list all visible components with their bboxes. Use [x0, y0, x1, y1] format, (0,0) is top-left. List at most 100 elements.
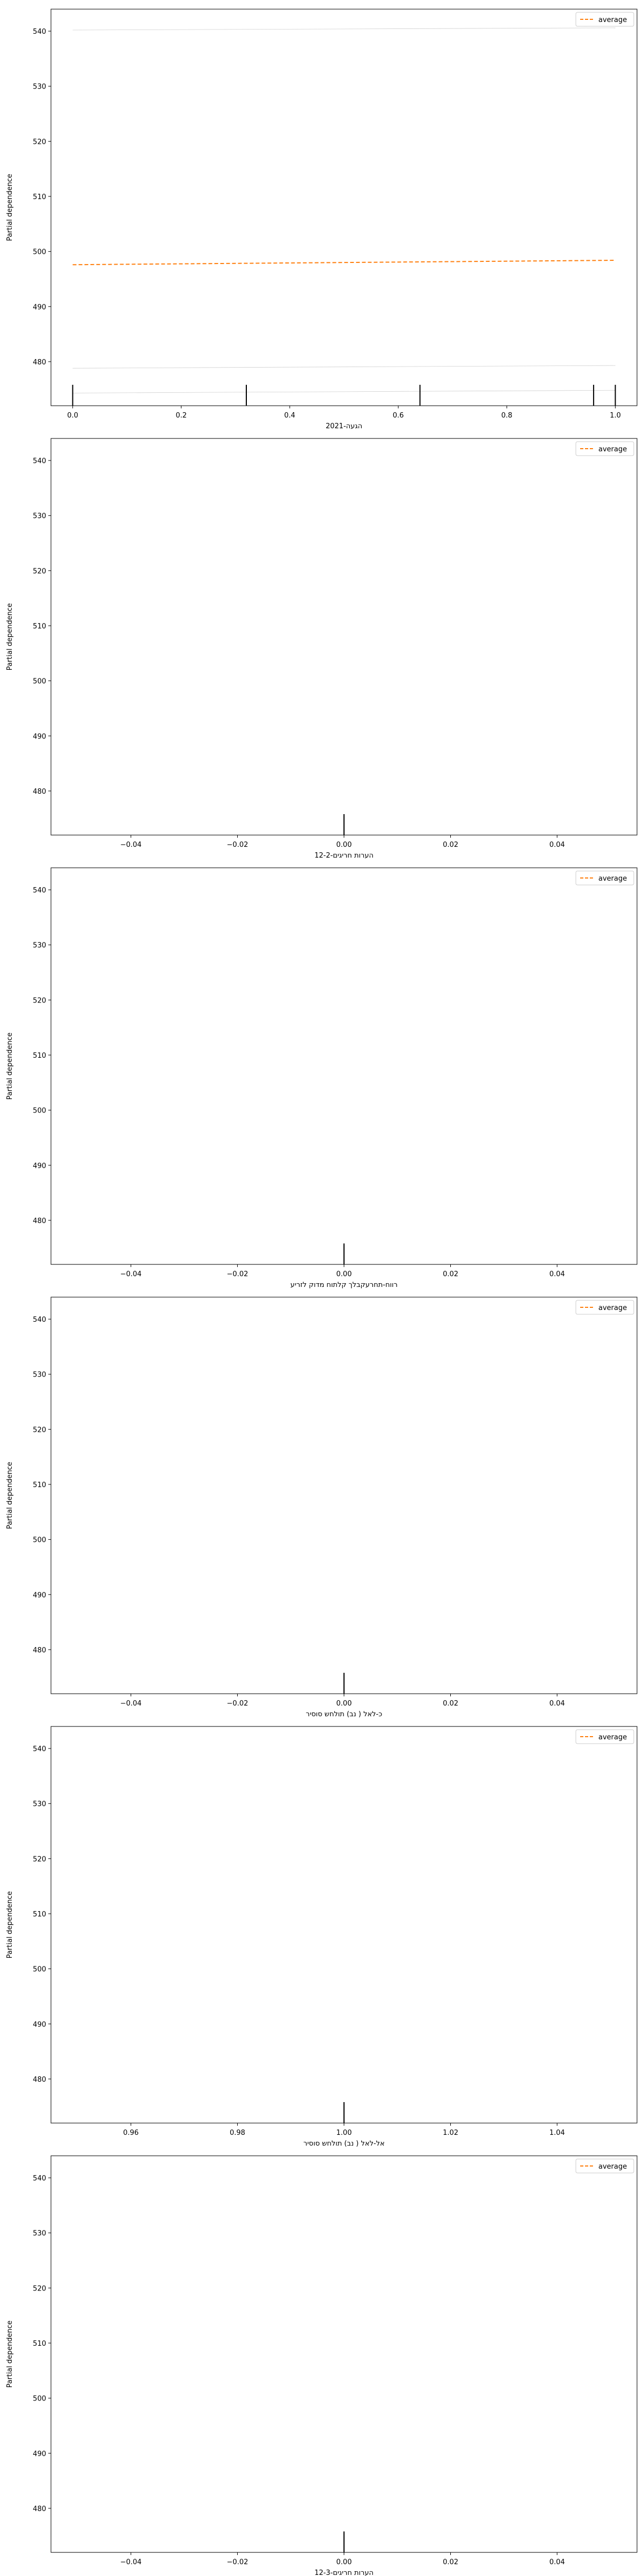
y-tick-label: 510 — [33, 623, 46, 631]
x-axis-label: הערות חריגים-12-3 — [314, 2569, 374, 2576]
y-tick-label: 540 — [33, 1745, 46, 1753]
y-axis-label: Partial dependence — [6, 603, 14, 670]
y-tick-label: 540 — [33, 28, 46, 36]
x-tick-label: 0.8 — [501, 412, 513, 420]
legend-box — [575, 441, 634, 456]
legend: average — [575, 870, 634, 885]
y-axis-label: Partial dependence — [6, 1033, 14, 1100]
x-tick-label: 0.02 — [443, 2558, 458, 2566]
legend: average — [575, 2158, 634, 2174]
y-tick-label: 530 — [33, 942, 46, 950]
x-tick-label: −0.02 — [227, 841, 248, 849]
x-tick-label: 0.04 — [550, 841, 565, 849]
y-tick-label: 500 — [33, 678, 46, 686]
y-tick-label: 540 — [33, 457, 46, 465]
x-tick-label: −0.04 — [120, 2558, 142, 2566]
x-tick-label: 0.02 — [443, 1270, 458, 1278]
legend-box — [575, 870, 634, 885]
legend-box — [575, 1300, 634, 1315]
legend-label: average — [598, 875, 627, 883]
x-tick-label: 1.04 — [550, 2129, 565, 2137]
y-tick-label: 520 — [33, 997, 46, 1005]
chart-panel-4: −0.04 −0.02 0.00 0.02 0.04 480 490 500 510 520 530… — [6, 1297, 638, 1718]
y-tick-label: 510 — [33, 193, 46, 201]
x-tick-label: 1.0 — [610, 412, 621, 420]
y-axis-label: Partial dependence — [6, 2321, 14, 2388]
x-tick-label: 0.98 — [230, 2129, 245, 2137]
x-tick-label: 1.02 — [443, 2129, 458, 2137]
legend-label: average — [598, 445, 627, 453]
x-tick-label: −0.02 — [227, 1270, 248, 1278]
chart-panel-1: 0.0 0.2 0.4 0.6 0.8 1.0 480 490 500 510 520 530 540 ה… — [6, 9, 638, 430]
plot-frame — [50, 9, 638, 406]
plot-frame — [50, 438, 638, 836]
y-tick-label: 490 — [33, 1591, 46, 1599]
y-tick-label: 520 — [33, 2285, 46, 2293]
x-tick-label: 0.00 — [336, 2558, 352, 2566]
x-axis-label: רווח-תחרעקבלך קלתוח מדוק לזריע — [290, 1281, 398, 1289]
legend-box — [575, 2158, 634, 2174]
y-tick-label: 490 — [33, 2450, 46, 2458]
chart-panel-3: −0.04 −0.02 0.00 0.02 0.04 480 490 500 510 520 530… — [6, 867, 638, 1289]
legend: average — [575, 441, 634, 456]
y-axis-label: Partial dependence — [6, 1891, 14, 1958]
ice-line — [72, 390, 616, 393]
x-axis-label: הגעה-2021 — [326, 422, 362, 430]
y-tick-label: 480 — [33, 358, 46, 367]
y-tick-label: 520 — [33, 567, 46, 575]
x-axis-label: אל-לאל ( נב) תולחש סוסיר — [303, 2140, 384, 2148]
y-tick-label: 530 — [33, 513, 46, 521]
x-tick-label: 0.00 — [336, 1700, 352, 1708]
y-tick-label: 490 — [33, 303, 46, 311]
y-tick-label: 480 — [33, 1646, 46, 1655]
y-tick-label: 500 — [33, 248, 46, 257]
y-tick-label: 510 — [33, 2340, 46, 2348]
plot-frame — [50, 1726, 638, 2124]
y-tick-label: 530 — [33, 2230, 46, 2238]
legend: average — [575, 1729, 634, 1744]
y-tick-label: 510 — [33, 1481, 46, 1489]
legend-label: average — [598, 1733, 627, 1741]
y-tick-label: 520 — [33, 1426, 46, 1434]
y-tick-label: 500 — [33, 2395, 46, 2403]
y-tick-label: 540 — [33, 2175, 46, 2183]
y-tick-label: 500 — [33, 1966, 46, 1974]
y-tick-label: 480 — [33, 2076, 46, 2084]
x-tick-label: 0.0 — [67, 412, 78, 420]
chart-panel-6: −0.04 −0.02 0.00 0.02 0.04 480 490 500 510 520 530… — [6, 2155, 638, 2576]
x-tick-label: 0.02 — [443, 841, 458, 849]
x-tick-label: −0.04 — [120, 1700, 142, 1708]
x-tick-label: 0.2 — [175, 412, 187, 420]
legend-box — [575, 12, 634, 27]
y-tick-label: 520 — [33, 1855, 46, 1863]
y-tick-label: 490 — [33, 733, 46, 741]
x-axis-label: כ-לאל ( נב) תולחש סוסיר — [306, 1710, 382, 1718]
legend-label: average — [598, 2163, 627, 2171]
y-tick-label: 530 — [33, 83, 46, 91]
x-tick-label: 1.00 — [336, 2129, 352, 2137]
x-tick-label: −0.02 — [227, 1700, 248, 1708]
y-tick-label: 480 — [33, 2505, 46, 2513]
y-tick-label: 480 — [33, 1217, 46, 1225]
y-tick-label: 540 — [33, 887, 46, 895]
x-tick-label: 0.4 — [284, 412, 296, 420]
ice-line — [72, 27, 616, 31]
y-tick-label: 520 — [33, 138, 46, 146]
x-tick-label: 0.04 — [550, 1270, 565, 1278]
legend-label: average — [598, 1304, 627, 1312]
x-tick-label: 0.96 — [123, 2129, 138, 2137]
x-tick-label: 0.6 — [393, 412, 404, 420]
y-tick-label: 500 — [33, 1107, 46, 1115]
plot-frame — [50, 2155, 638, 2553]
y-tick-label: 490 — [33, 1162, 46, 1170]
y-axis-label: Partial dependence — [6, 1462, 14, 1529]
x-tick-label: 0.00 — [336, 841, 352, 849]
y-tick-label: 530 — [33, 1801, 46, 1809]
x-tick-label: −0.04 — [120, 1270, 142, 1278]
legend: average — [575, 12, 634, 27]
y-tick-label: 540 — [33, 1316, 46, 1324]
x-tick-label: 0.04 — [550, 1700, 565, 1708]
plot-frame — [50, 1297, 638, 1694]
y-tick-label: 530 — [33, 1371, 46, 1379]
